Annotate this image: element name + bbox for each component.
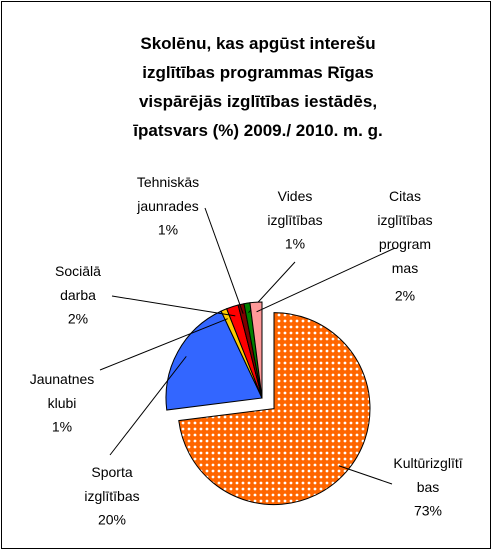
leader-line [204,207,244,314]
leader-line [338,465,393,485]
leader-line [109,356,187,456]
pie-slice [249,301,263,399]
slice-value-label: 2% [68,311,88,327]
slice-label: Tehniskās jaunrades [136,174,199,214]
slice-value-label: 20% [98,512,126,528]
slice-value-label: 2% [395,288,415,304]
pie-slice [178,312,371,506]
slice-label: Vides izglītības [267,188,322,228]
slice-label: Citas izglītības program mas [377,188,432,276]
slice-label: Jaunatnes klubi [30,371,95,411]
slice-label: Sociālā darba [55,263,101,303]
pie-slice [165,310,263,411]
leader-line [111,295,236,317]
slice-label: Kultūrizglītī bas [393,455,462,495]
slice-value-label: 1% [158,222,178,238]
slice-label: Sporta izglītības [84,464,139,504]
slice-value-label: 1% [52,419,72,435]
slice-value-label: 73% [414,503,442,519]
chart-title: Skolēnu, kas apgūst interešu izglītības p… [132,34,382,140]
slice-value-label: 1% [285,236,305,252]
leader-line [256,247,396,313]
leader-line [99,318,228,371]
